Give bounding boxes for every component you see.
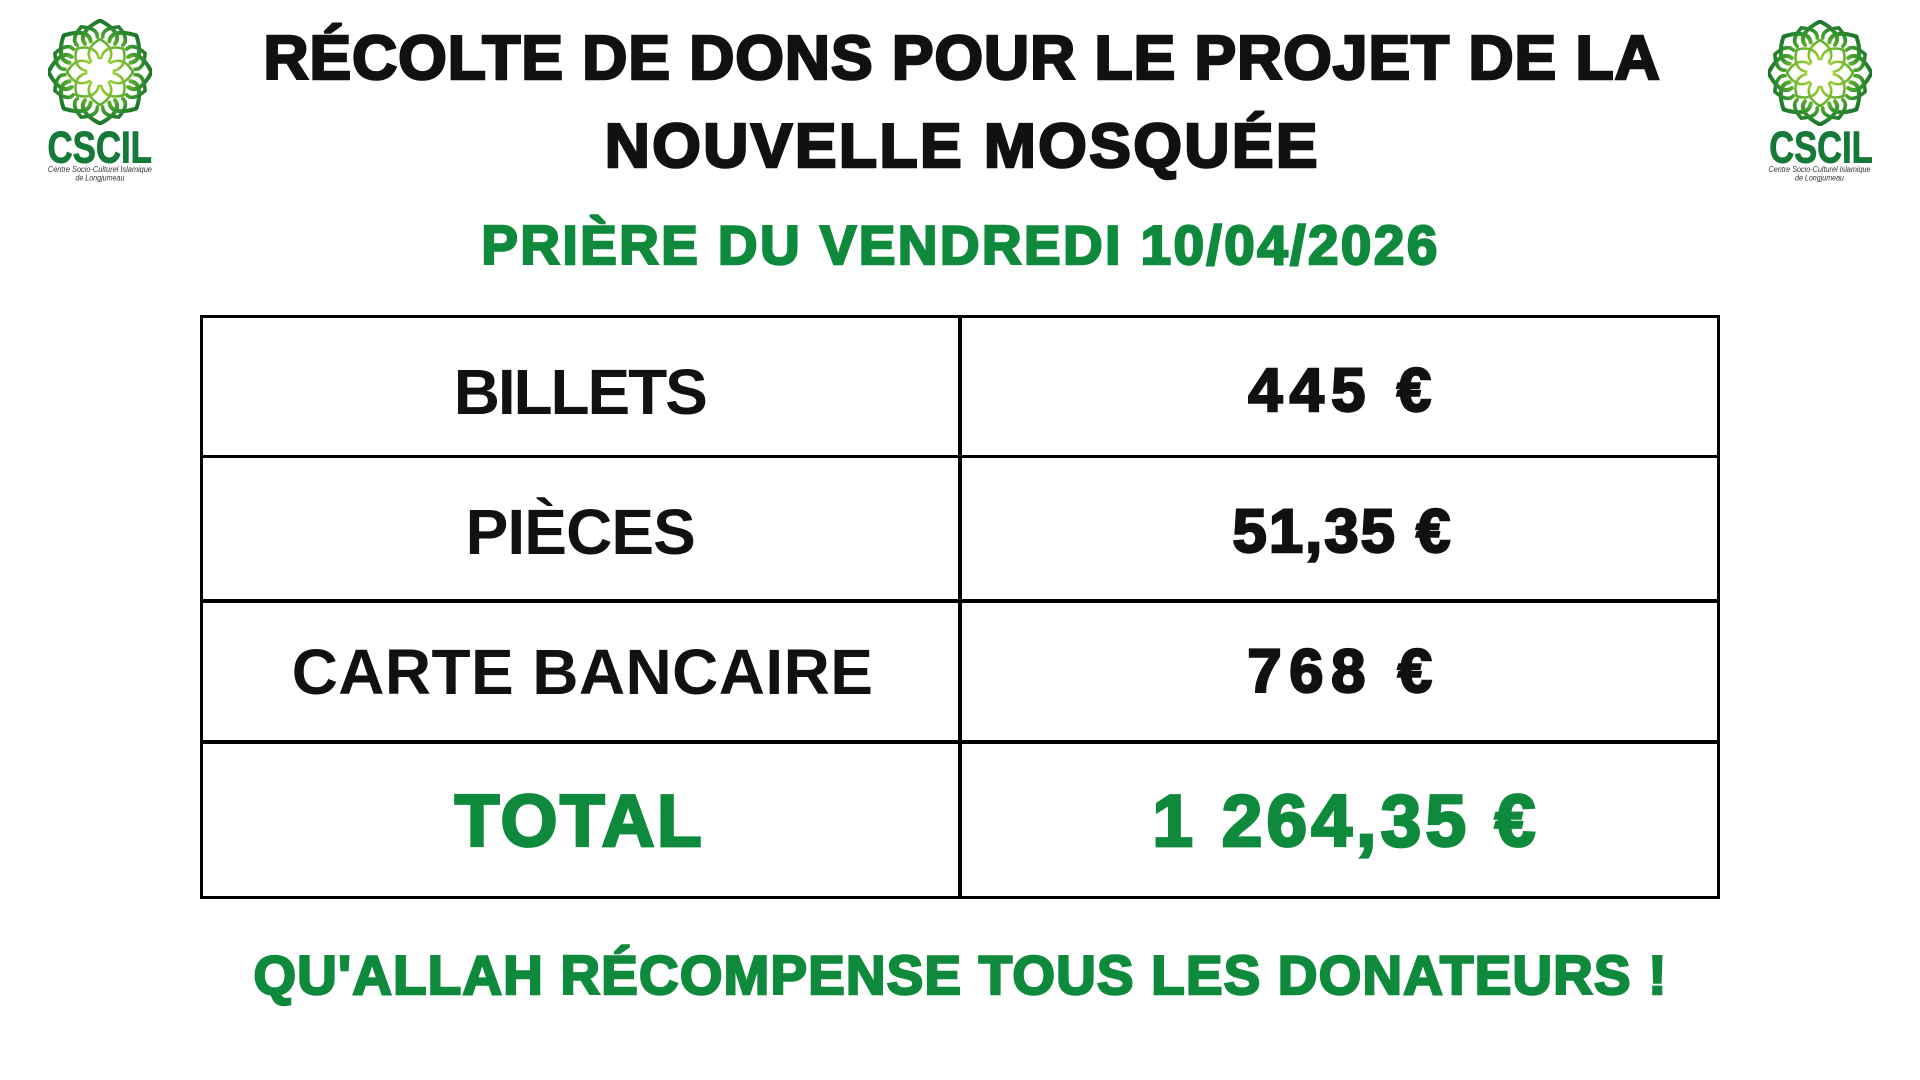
svg-text:de Longjumeau: de Longjumeau [75,173,124,182]
svg-text:CSCIL: CSCIL [47,125,152,173]
svg-text:de Longjumeau: de Longjumeau [1795,173,1844,182]
svg-text:CSCIL: CSCIL [1769,125,1873,173]
svg-text:Centre Socio-Culturel Islamiqu: Centre Socio-Culturel Islamique [1769,165,1871,174]
svg-text:Centre Socio-Culturel Islamiqu: Centre Socio-Culturel Islamique [48,165,153,174]
